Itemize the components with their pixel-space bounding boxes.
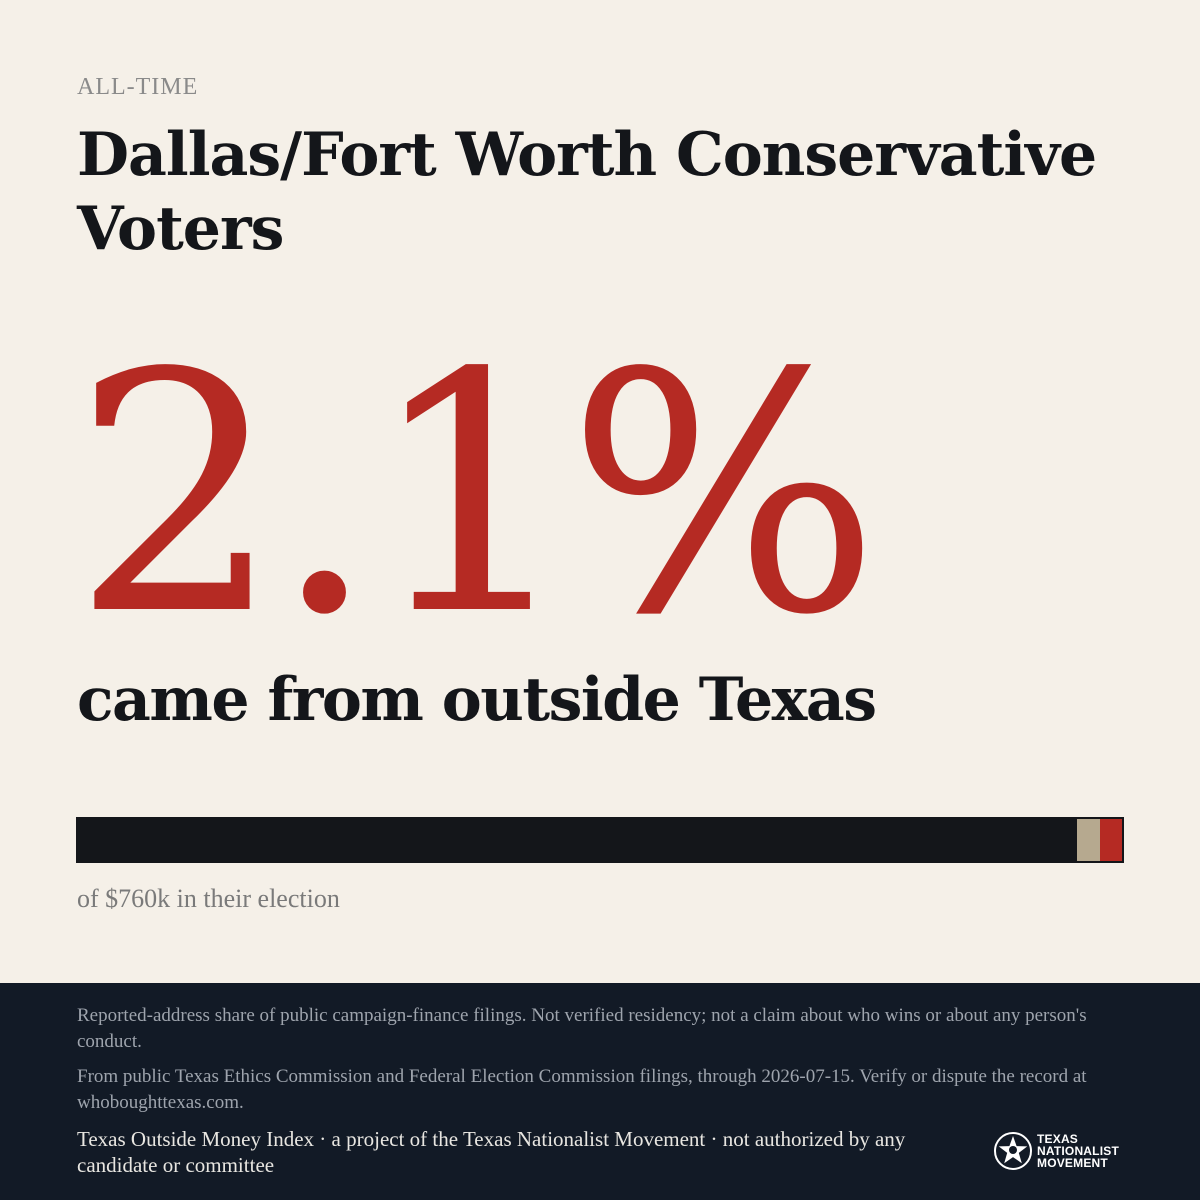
share-bar [76, 817, 1124, 863]
star-seal-icon [994, 1132, 1032, 1170]
share-bar-in-state [78, 819, 1077, 861]
headline-percentage: 2.1% [72, 303, 880, 687]
footer-credit: Texas Outside Money Index · a project of… [77, 1127, 906, 1177]
total-caption: of $760k in their election [77, 884, 340, 913]
logo-line-3: MOVEMENT [1037, 1156, 1108, 1170]
logo-wordmark: TEXAS NATIONALIST MOVEMENT [1037, 1133, 1119, 1169]
eyebrow-label: ALL-TIME [77, 74, 199, 100]
footer-source: From public Texas Ethics Commission and … [77, 1066, 1087, 1113]
logo-line-1: TEXAS [1037, 1132, 1079, 1146]
logo-line-2: NATIONALIST [1037, 1144, 1119, 1158]
page-title: Dallas/Fort Worth Conservative Voters [77, 120, 1097, 264]
share-bar-neutral [1077, 819, 1100, 861]
footer-disclaimer: Reported-address share of public campaig… [77, 1005, 1087, 1052]
headline-label: came from outside Texas [77, 665, 877, 735]
share-bar-outside [1100, 819, 1122, 861]
tnm-logo: TEXAS NATIONALIST MOVEMENT [993, 1131, 1119, 1171]
